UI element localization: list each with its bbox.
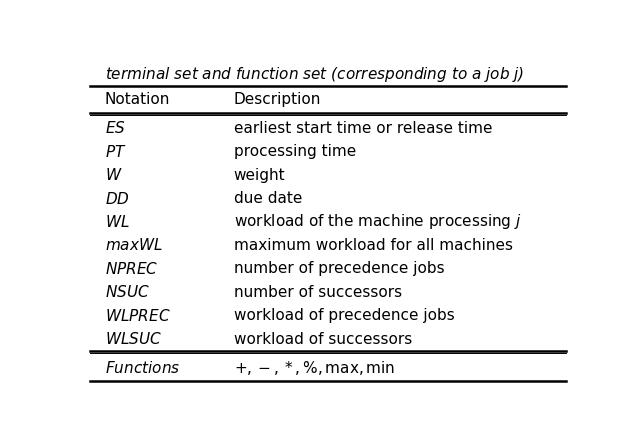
Text: workload of precedence jobs: workload of precedence jobs [234, 308, 454, 323]
Text: earliest start time or release time: earliest start time or release time [234, 121, 492, 136]
Text: $WL$: $WL$ [105, 214, 129, 230]
Text: Notation: Notation [105, 92, 170, 107]
Text: due date: due date [234, 191, 302, 206]
Text: workload of successors: workload of successors [234, 332, 412, 347]
Text: $DD$: $DD$ [105, 191, 129, 206]
Text: number of precedence jobs: number of precedence jobs [234, 261, 444, 276]
Text: Description: Description [234, 92, 321, 107]
Text: $WLSUC$: $WLSUC$ [105, 331, 162, 347]
Text: maximum workload for all machines: maximum workload for all machines [234, 238, 513, 253]
Text: $ES$: $ES$ [105, 120, 125, 136]
Text: $NSUC$: $NSUC$ [105, 284, 150, 301]
Text: $WLPREC$: $WLPREC$ [105, 308, 170, 324]
Text: $PT$: $PT$ [105, 144, 126, 160]
Text: workload of the machine processing $j$: workload of the machine processing $j$ [234, 213, 522, 231]
Text: processing time: processing time [234, 144, 356, 159]
Text: $NPREC$: $NPREC$ [105, 261, 158, 277]
Text: weight: weight [234, 168, 285, 183]
Text: $maxWL$: $maxWL$ [105, 238, 163, 253]
Text: terminal set and function set (corresponding to a job $j$): terminal set and function set (correspon… [105, 65, 524, 84]
Text: number of successors: number of successors [234, 285, 402, 300]
Text: $Functions$: $Functions$ [105, 360, 180, 376]
Text: $W$: $W$ [105, 167, 122, 183]
Text: $+, -, *, \%, \mathrm{max}, \mathrm{min}$: $+, -, *, \%, \mathrm{max}, \mathrm{min}… [234, 359, 395, 377]
